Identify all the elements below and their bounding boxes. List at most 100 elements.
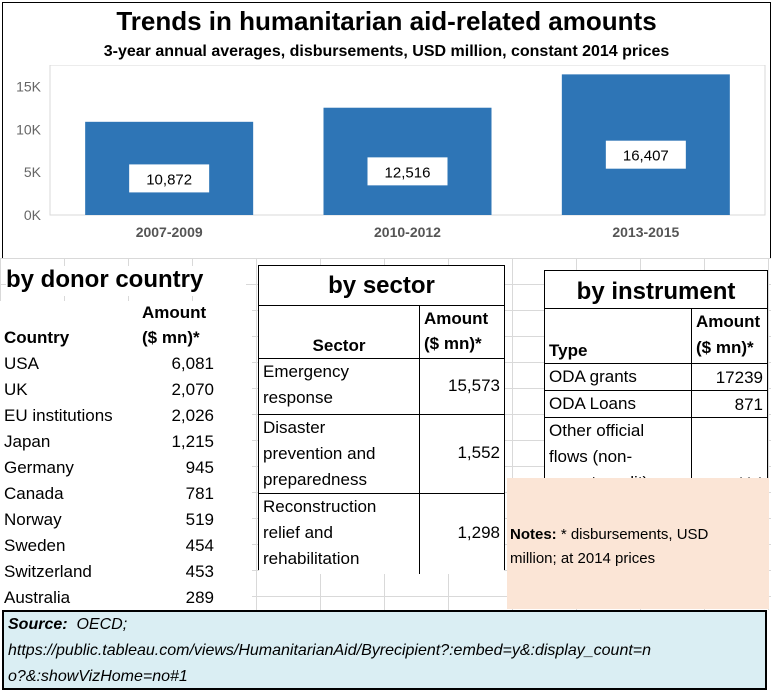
donor-rows: USA 6,081 UK 2,070 EU institutions 2,026 Japan… (0, 351, 252, 611)
donor-country-header: Country (4, 328, 70, 347)
instrument-amount-header-1: Amount (696, 312, 761, 331)
data-label: 12,516 (385, 164, 431, 181)
instrument-label-cell: ODA Loans (545, 390, 692, 418)
donor-country-cell: Sweden (4, 536, 66, 555)
y-tick-label: 15K (16, 78, 42, 94)
donor-amount-cell: 1,215 (171, 432, 214, 451)
donor-amount-header-1: Amount (142, 303, 207, 322)
donor-table: Amount Country ($ mn)* USA 6,081 UK 2,070 EU… (0, 301, 252, 611)
notes-label: Notes: (510, 526, 557, 543)
source-box: Source: OECD; https://public.tableau.com… (2, 610, 767, 690)
sector-row: Emergency response 15,573 (259, 358, 504, 415)
donor-row: USA 6,081 (0, 351, 252, 377)
sector-amount-cell: 1,298 (457, 522, 500, 542)
sector-amount-header-2: ($ mn)* (424, 334, 482, 353)
sector-row: Disaster prevention and preparedness 1,552 (259, 414, 504, 494)
donor-amount-cell: 2,070 (171, 380, 214, 399)
donor-country-cell: Australia (4, 588, 71, 607)
sector-rows: Emergency response 15,573 Disaster preventio… (259, 358, 504, 574)
sector-amount-cell: 15,573 (419, 358, 504, 415)
sector-table: Sector Amount ($ mn)* Emergency response 1… (259, 306, 504, 574)
sector-label-line: prevention and (263, 444, 376, 463)
sector-label-line: Emergency (263, 362, 349, 381)
instrument-row: ODA grants 17239 (545, 363, 767, 391)
data-label-box (367, 157, 448, 186)
donor-row: Japan 1,215 (0, 429, 252, 455)
source-url-line-2: o?&:showVizHome=no#1 (8, 668, 188, 685)
source-org: OECD; (76, 616, 128, 633)
instrument-panel: by instrument Type Amount ($ mn)* ODA gr… (544, 270, 768, 496)
sector-row: Reconstruction relief and rehabilitation 1,… (259, 493, 504, 574)
y-tick-label: 5K (24, 164, 42, 180)
donor-amount-cell: 519 (185, 510, 214, 529)
donor-panel-title: by donor country (6, 266, 246, 296)
donor-amount-cell: 945 (185, 458, 214, 477)
sector-amount-header: Amount ($ mn)* (419, 306, 504, 359)
sector-label-cell: Reconstruction relief and rehabilitation (259, 493, 420, 574)
notes-text: Notes: * disbursements, USD million; at … (510, 523, 708, 571)
donor-row: Switzerland 453 (0, 559, 252, 585)
notes-box: Notes: * disbursements, USD million; at … (507, 478, 769, 609)
donor-amount-cell: 781 (185, 484, 214, 503)
sector-panel: by sector Sector Amount ($ mn)* Emergenc… (258, 265, 505, 574)
bar-chart-panel: 0K 5K 10K 15K 10,872 2007-2009 12,516 2010-2012… (2, 64, 771, 258)
instrument-amount-header-2: ($ mn)* (696, 338, 754, 357)
donor-amount-cell: 6,081 (171, 354, 214, 373)
source-url-line-1: https://public.tableau.com/views/Humanit… (8, 642, 652, 659)
donor-country-cell: EU institutions (4, 406, 113, 425)
sector-label-cell: Disaster prevention and preparedness (259, 414, 420, 494)
donor-country-cell: Japan (4, 432, 51, 451)
donor-amount-header-2: ($ mn)* (142, 328, 200, 347)
sector-label-line: Reconstruction (263, 497, 377, 516)
instrument-table: Type Amount ($ mn)* ODA grants 17239 ODA L… (545, 309, 767, 496)
donor-amount-cell: 454 (185, 536, 214, 555)
donor-row: UK 2,070 (0, 377, 252, 403)
data-label: 16,407 (623, 148, 669, 165)
y-tick-label: 0K (24, 207, 42, 223)
donor-country-cell: Canada (4, 484, 64, 503)
donor-country-cell: Germany (4, 458, 74, 477)
sector-amount-header-1: Amount (424, 309, 489, 328)
donor-row: Norway 519 (0, 507, 252, 533)
instrument-amount-header: Amount ($ mn)* (691, 309, 767, 364)
donor-row: Australia 289 (0, 585, 252, 611)
x-tick-label: 2010-2012 (374, 224, 441, 240)
instrument-type-header: Type (545, 309, 692, 364)
instrument-label-cell: ODA grants (545, 363, 692, 391)
instrument-amount-cell: 17239 (691, 363, 767, 391)
notes-line-1: * disbursements, USD (556, 526, 709, 543)
data-label-box (605, 140, 686, 169)
sector-label-line: relief and (263, 523, 333, 542)
instrument-row: ODA Loans 871 (545, 390, 767, 418)
sector-col-header: Sector (259, 306, 420, 359)
donor-amount-cell: 2,026 (171, 406, 214, 425)
instrument-amount-cell: 871 (691, 390, 767, 418)
data-label-box (129, 164, 210, 193)
x-tick-label: 2013-2015 (612, 224, 679, 240)
donor-row: Sweden 454 (0, 533, 252, 559)
donor-country-cell: Switzerland (4, 562, 92, 581)
instrument-label-line: ODA grants (549, 367, 637, 386)
instrument-label-line: ODA Loans (549, 394, 636, 413)
sector-label-line: rehabilitation (263, 549, 360, 568)
page-title: Trends in humanitarian aid-related amoun… (2, 2, 771, 39)
sector-panel-title: by sector (259, 266, 504, 306)
donor-amount-cell: 289 (185, 588, 214, 607)
donor-row: Germany 945 (0, 455, 252, 481)
donor-country-cell: USA (4, 354, 39, 373)
donor-amount-cell: 453 (185, 562, 214, 581)
notes-line-2: million; at 2014 prices (510, 550, 656, 567)
instrument-label-line: flows (non- (549, 447, 633, 466)
donor-row: Canada 781 (0, 481, 252, 507)
donor-country-cell: Norway (4, 510, 62, 529)
page-subtitle: 3-year annual averages, disbursements, U… (2, 39, 771, 65)
sector-label-line: Disaster (263, 418, 326, 437)
y-tick-label: 10K (16, 121, 42, 137)
source-label: Source: (8, 616, 68, 633)
sector-label-line: response (263, 388, 333, 407)
data-label: 10,872 (146, 171, 192, 188)
bar-chart: 0K 5K 10K 15K 10,872 2007-2009 12,516 2010-2012… (16, 64, 766, 240)
x-tick-label: 2007-2009 (136, 224, 203, 240)
sector-label-cell: Emergency response (259, 358, 420, 415)
donor-row: EU institutions 2,026 (0, 403, 252, 429)
